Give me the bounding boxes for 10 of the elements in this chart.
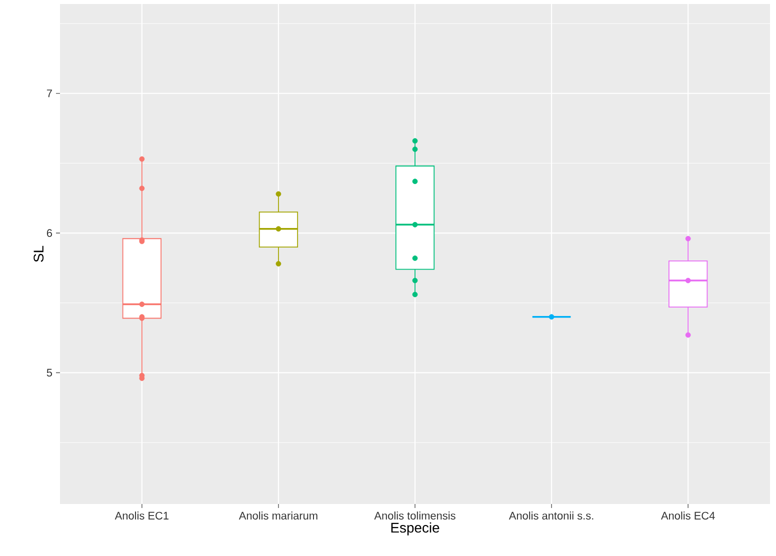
x-tick-label: Anolis mariarum: [238, 512, 318, 520]
x-tick-label: Anolis EC1: [114, 512, 168, 520]
y-tick-label: 6: [46, 229, 52, 237]
x-tick-label: Anolis EC4: [660, 512, 715, 520]
x-tick-label: Anolis tolimensis: [374, 512, 456, 520]
x-tick-label: Anolis antonii s.s.: [508, 512, 594, 520]
y-tick-label: 5: [46, 368, 52, 377]
x-axis-title: Especie: [391, 522, 440, 536]
y-tick-label: 7: [46, 90, 52, 98]
y-axis-title: SL: [34, 246, 44, 262]
